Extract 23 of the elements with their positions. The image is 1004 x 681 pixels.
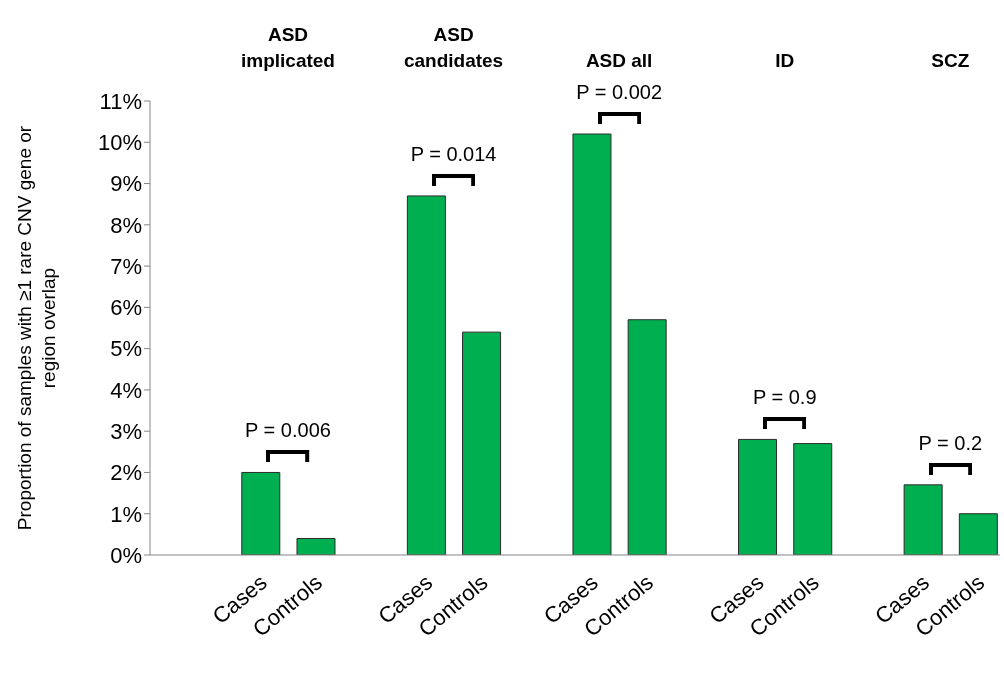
annotation: P = 0.002 bbox=[575, 80, 664, 105]
y-tick-label: 6% bbox=[110, 295, 142, 321]
text: ID bbox=[774, 49, 796, 73]
annotation: P = 0.2 bbox=[917, 430, 984, 455]
y-tick-label: 7% bbox=[110, 253, 142, 279]
text: SCZ bbox=[930, 49, 971, 73]
y-tick-label: 1% bbox=[110, 501, 142, 527]
y-tick-label: 9% bbox=[110, 171, 142, 197]
y-tick-label: 5% bbox=[110, 336, 142, 362]
y-tick-label: 10% bbox=[97, 130, 142, 156]
text: ASD all bbox=[584, 49, 654, 73]
annotation: P = 0.006 bbox=[244, 418, 332, 443]
y-axis-title: Proportion of samples with ≥1 rare CNV gene or region overlap bbox=[13, 124, 60, 533]
y-tick-label: 4% bbox=[110, 377, 142, 403]
annotation: P = 0.014 bbox=[409, 141, 498, 166]
y-tick-label: 3% bbox=[110, 418, 142, 444]
y-tick-label: 8% bbox=[110, 212, 142, 238]
annotation: P = 0.9 bbox=[751, 385, 818, 410]
y-tick-label: 2% bbox=[110, 460, 142, 486]
text: ASD implicated bbox=[240, 23, 336, 73]
text: ASD candidates bbox=[402, 23, 505, 73]
y-tick-label: 0% bbox=[110, 542, 142, 568]
y-tick-label: 11% bbox=[99, 88, 142, 114]
